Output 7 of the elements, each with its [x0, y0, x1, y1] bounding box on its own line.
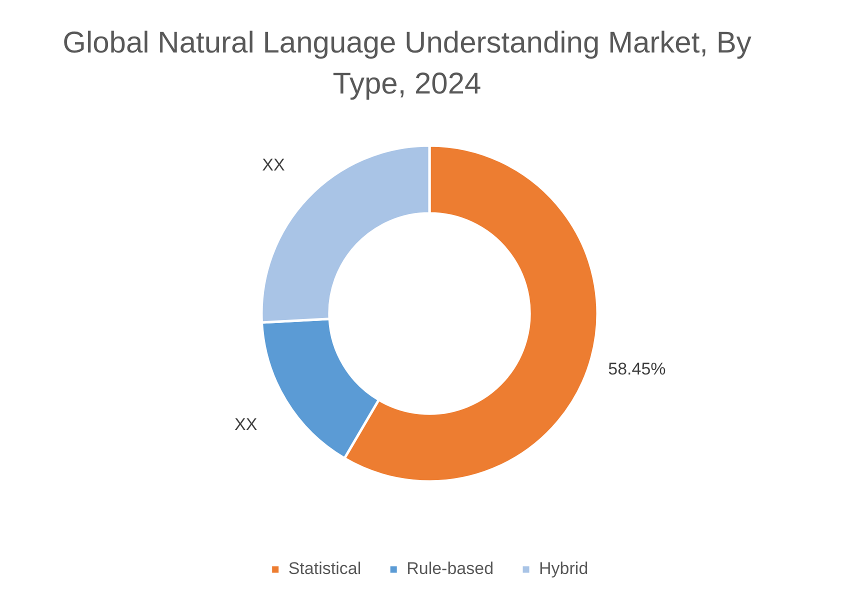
data-label: 58.45%: [608, 360, 666, 379]
legend-label: Statistical: [288, 559, 362, 578]
chart-title: Global Natural Language Understanding Market, By Type, 2024: [62, 26, 752, 100]
legend-label: Rule-based: [406, 559, 494, 578]
data-label: XX: [234, 414, 258, 434]
legend-label: Hybrid: [539, 559, 588, 578]
data-label: XX: [262, 155, 285, 174]
